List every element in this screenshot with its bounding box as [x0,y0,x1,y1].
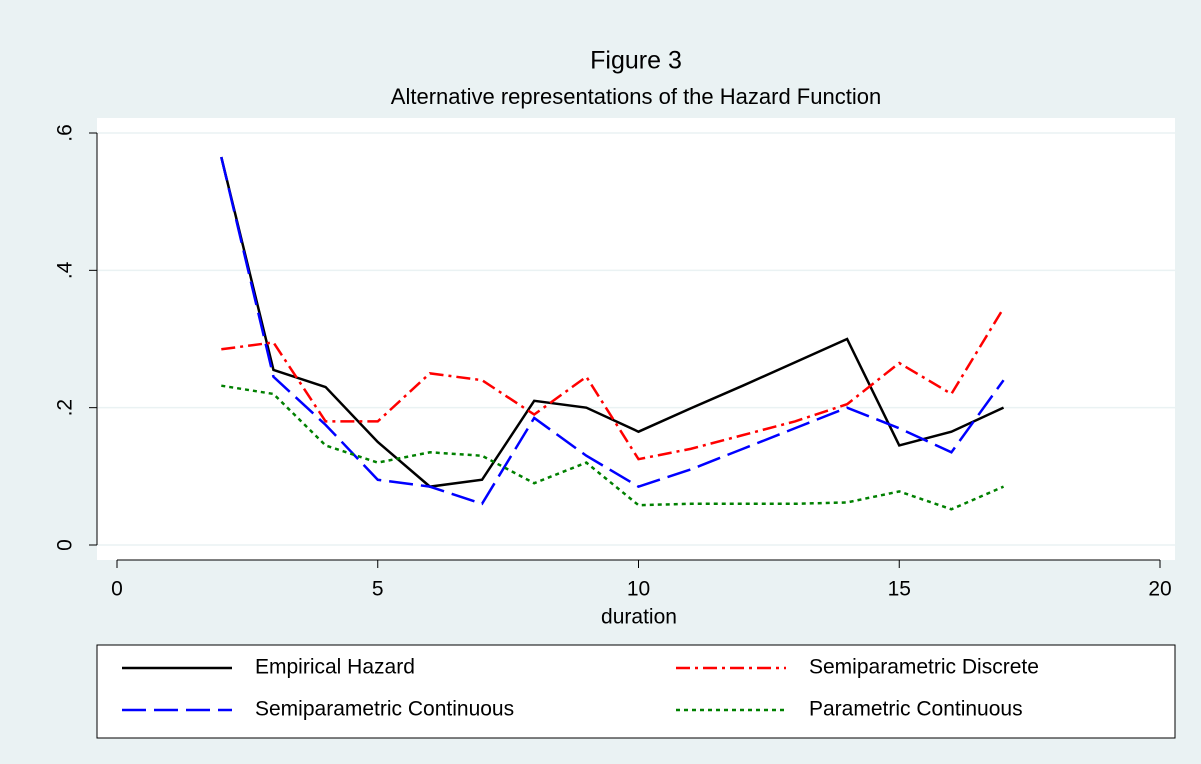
x-tick-label: 15 [888,578,911,601]
chart-title: Figure 3 [590,47,682,75]
legend-label: Empirical Hazard [255,656,415,679]
legend-label: Semiparametric Discrete [809,656,1039,679]
y-tick-label: .2 [54,399,77,417]
legend-box [96,644,1176,739]
y-tick-label: 0 [54,539,77,551]
x-axis-label: duration [601,606,677,629]
y-tick-label: .6 [54,124,77,142]
legend-label: Semiparametric Continuous [255,698,514,721]
series-line [220,156,1005,506]
plot-area [97,118,1175,560]
legend-label: Parametric Continuous [809,698,1023,721]
y-tick-label: .4 [54,261,77,279]
series-line [221,307,1005,461]
x-tick-label: 0 [111,578,123,601]
series-line [221,384,1005,511]
chart-subtitle: Alternative representations of the Hazar… [391,84,881,109]
x-tick-label: 5 [372,578,384,601]
x-tick-label: 20 [1148,578,1171,601]
x-tick-label: 10 [627,578,650,601]
